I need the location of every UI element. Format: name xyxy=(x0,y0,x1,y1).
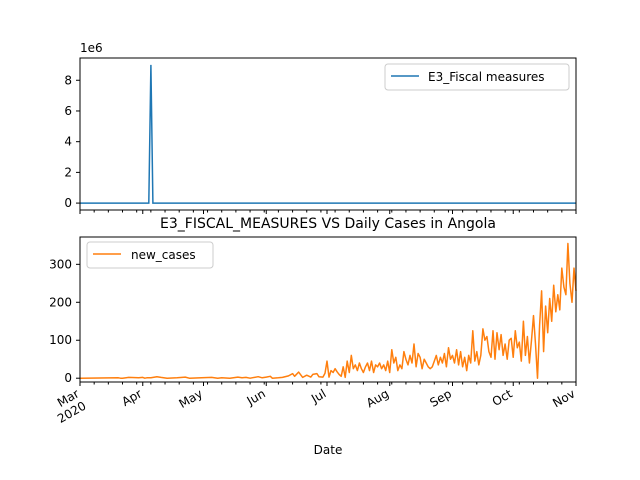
bottom-y-ticks: 0 100 200 300 xyxy=(49,257,80,385)
top-y-tick-label: 6 xyxy=(64,104,72,118)
new-cases-line xyxy=(79,242,577,379)
top-legend-box xyxy=(384,63,570,91)
top-y-tick-label: 0 xyxy=(64,196,72,210)
top-y-offset-text: 1e6 xyxy=(80,41,103,55)
bottom-y-tick-label: 300 xyxy=(49,257,72,271)
fiscal-measures-line xyxy=(80,64,576,204)
bottom-legend-label: new_cases xyxy=(131,248,196,262)
bottom-legend-box xyxy=(86,241,214,269)
bottom-chart-title: E3_FISCAL_MEASURES VS Daily Cases in Ang… xyxy=(160,216,496,232)
bottom-panel: E3_FISCAL_MEASURES VS Daily Cases in Ang… xyxy=(49,216,577,457)
top-legend-label: E3_Fiscal measures xyxy=(428,70,545,84)
bottom-y-tick-label: 100 xyxy=(49,333,72,347)
top-y-tick-label: 8 xyxy=(64,73,72,87)
top-y-tick-label: 4 xyxy=(64,135,72,149)
top-panel: 1e6 0 2 4 6 8 E3_Fiscal measures xyxy=(64,41,577,214)
top-y-ticks: 0 2 4 6 8 xyxy=(64,73,80,210)
bottom-x-tick-label: Jul xyxy=(308,386,328,406)
bottom-y-tick-label: 200 xyxy=(49,295,72,309)
top-y-tick-label: 2 xyxy=(64,165,72,179)
bottom-legend: new_cases xyxy=(86,241,214,269)
bottom-x-tick-label-line: Jul xyxy=(308,386,328,406)
top-axes-frame xyxy=(79,57,577,211)
x-axis-label: Date xyxy=(314,443,343,457)
bottom-axes-frame xyxy=(79,236,577,383)
bottom-y-tick-label: 0 xyxy=(64,371,72,385)
top-legend: E3_Fiscal measures xyxy=(384,63,570,91)
